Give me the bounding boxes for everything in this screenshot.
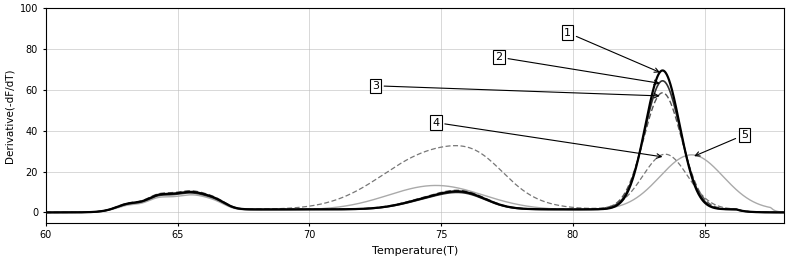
X-axis label: Temperature(T): Temperature(T) <box>372 246 458 256</box>
Text: 2: 2 <box>496 52 659 84</box>
Text: 5: 5 <box>695 130 748 156</box>
Y-axis label: Derivative(-dF/dT): Derivative(-dF/dT) <box>4 68 14 163</box>
Text: 1: 1 <box>564 28 659 72</box>
Text: 4: 4 <box>433 118 661 158</box>
Text: 3: 3 <box>372 81 659 98</box>
